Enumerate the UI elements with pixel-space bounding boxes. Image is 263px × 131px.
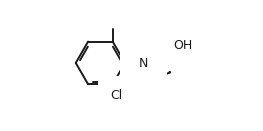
Text: N: N bbox=[139, 57, 149, 70]
Text: Cl: Cl bbox=[110, 89, 122, 102]
Text: OH: OH bbox=[173, 39, 192, 52]
